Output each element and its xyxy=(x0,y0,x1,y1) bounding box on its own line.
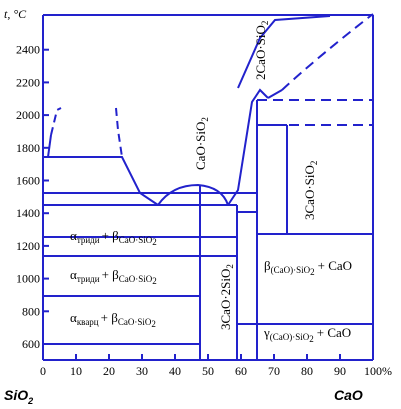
region-label-beta-c2s: β(CaO)·SiO2 + CaO xyxy=(264,258,352,277)
region-label-tridymite-2: αтриди + βCaO·SiO2 xyxy=(70,267,157,286)
x-tick-label-7: 70 xyxy=(268,364,280,378)
y-tick-label-3: 1200 xyxy=(16,239,40,253)
x-axis-ticks: 0 10 20 30 40 50 60 70 80 90 100 xyxy=(40,354,382,378)
x-tick-label-9: 90 xyxy=(334,364,346,378)
liquidus-c2s-right xyxy=(267,89,283,99)
x-tick-label-2: 20 xyxy=(103,364,115,378)
compound-label-cs: CaO·SiO2 xyxy=(193,117,210,170)
y-axis-label: t, °C xyxy=(4,7,27,21)
y-tick-label-9: 2400 xyxy=(16,43,40,57)
x-tick-label-1: 10 xyxy=(70,364,82,378)
liquidus-2cs-upper xyxy=(237,15,331,89)
y-tick-label-5: 1600 xyxy=(16,174,40,188)
x-tick-label-0: 0 xyxy=(40,364,46,378)
compound-label-c3s2: 3CaO·2SiO2 xyxy=(218,264,235,330)
x-axis-unit: % xyxy=(382,364,392,378)
immiscibility-left-dashed xyxy=(50,107,62,136)
immiscibility-right-dashed xyxy=(115,107,123,158)
y-tick-label-7: 2000 xyxy=(16,108,40,122)
liquidus-sio2 xyxy=(43,156,159,206)
left-component: SiO2 xyxy=(4,387,33,406)
liquidus-c2s xyxy=(227,88,269,206)
y-tick-label-4: 1400 xyxy=(16,206,40,220)
region-label-gamma-c2s: γ(CaO)·SiO2 + CaO xyxy=(263,325,351,344)
y-tick-label-6: 1800 xyxy=(16,141,40,155)
x-tick-label-5: 50 xyxy=(202,364,214,378)
y-tick-label-2: 1000 xyxy=(16,272,40,286)
x-tick-label-10: 100 xyxy=(364,364,382,378)
compound-label-c2s: 2CaO·SiO2 xyxy=(253,21,270,80)
region-label-quartz: αкварц + βCaO·SiO2 xyxy=(70,310,156,329)
y-tick-label-1: 800 xyxy=(22,304,40,318)
x-tick-label-3: 30 xyxy=(136,364,148,378)
x-tick-label-8: 80 xyxy=(301,364,313,378)
immiscibility-left-solid xyxy=(47,134,52,158)
y-tick-label-0: 600 xyxy=(22,337,40,351)
liquidus-cs-dome xyxy=(157,183,229,206)
right-component: CaO xyxy=(334,387,363,403)
y-tick-label-8: 2200 xyxy=(16,75,40,89)
y-axis-ticks: 600 800 1000 1200 1400 1600 1800 2000 2200 2400 xyxy=(16,43,49,351)
x-tick-label-4: 40 xyxy=(169,364,181,378)
liquidus-cao-dashed xyxy=(281,13,374,91)
x-tick-label-6: 60 xyxy=(235,364,247,378)
compound-label-c3s: 3CaO·SiO2 xyxy=(302,161,319,220)
region-label-tridymite-1: αтриди + βCaO·SiO2 xyxy=(70,228,157,247)
